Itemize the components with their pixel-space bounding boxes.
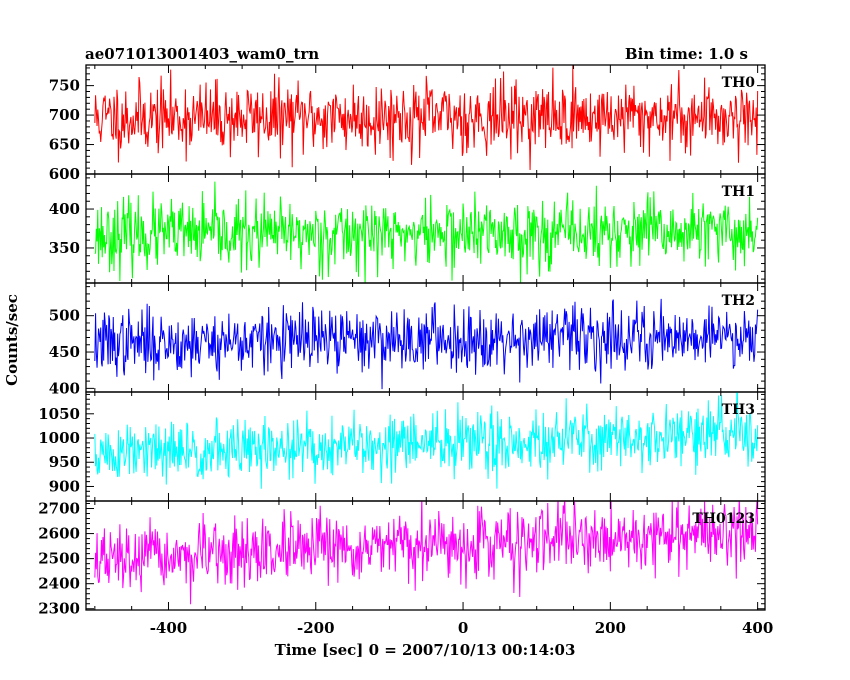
panel-name-label: TH0 (722, 75, 756, 91)
y-tick-label: 2300 (38, 600, 80, 618)
panel-name-label: TH2 (722, 293, 755, 309)
y-tick-label: 350 (49, 239, 80, 257)
panel-th0123: 2300 2400 2500 2600 2700 TH0123 (38, 500, 766, 618)
x-tick-label: -200 (297, 619, 335, 637)
x-axis-label: Time [sec] 0 = 2007/10/13 00:14:03 (275, 641, 576, 659)
x-tick-label: 0 (458, 619, 468, 637)
chart-title: ae071013001403_wam0_trn (85, 45, 319, 63)
y-tick-label: 900 (49, 477, 80, 495)
panel-th0: 600 650 700 750 TH0 (49, 64, 766, 183)
panel-th2: 400 450 500 TH2 (49, 282, 766, 397)
y-tick-label: 450 (49, 343, 80, 361)
panel-th1: 350 400 TH1 (49, 173, 766, 284)
series-th1 (94, 181, 759, 283)
series-th0 (94, 65, 759, 171)
series-th0123 (94, 501, 759, 605)
panel-name-label: TH1 (722, 184, 755, 200)
bin-time-label: Bin time: 1.0 s (625, 45, 748, 63)
y-tick-label: 650 (49, 136, 80, 154)
y-tick-label: 500 (49, 307, 80, 325)
y-tick-label: 2400 (38, 575, 80, 593)
panel-name-label: TH0123 (692, 511, 755, 527)
y-tick-label: 2700 (38, 500, 80, 518)
y-tick-label: 950 (49, 453, 80, 471)
y-tick-label: 2500 (38, 550, 80, 568)
x-tick-label: 400 (742, 619, 773, 637)
y-tick-label: 400 (49, 200, 80, 218)
y-tick-label: 1050 (38, 405, 80, 423)
y-tick-label: 400 (49, 379, 80, 397)
panel-frame (85, 500, 766, 611)
panel-name-label: TH3 (722, 402, 755, 418)
panel-th3: 900 950 1000 1050 TH3 (38, 391, 766, 502)
series-th3 (94, 392, 759, 489)
y-axis-label: Counts/sec (3, 294, 21, 386)
x-tick-label: 200 (595, 619, 626, 637)
y-tick-label: 600 (49, 165, 80, 183)
y-tick-label: 700 (49, 106, 80, 124)
x-tick-label: -400 (150, 619, 188, 637)
x-axis: -400 -200 0 200 400 (150, 619, 774, 637)
y-tick-label: 2600 (38, 525, 80, 543)
y-tick-label: 1000 (38, 429, 80, 447)
y-tick-label: 750 (49, 77, 80, 95)
series-th2 (94, 298, 759, 390)
